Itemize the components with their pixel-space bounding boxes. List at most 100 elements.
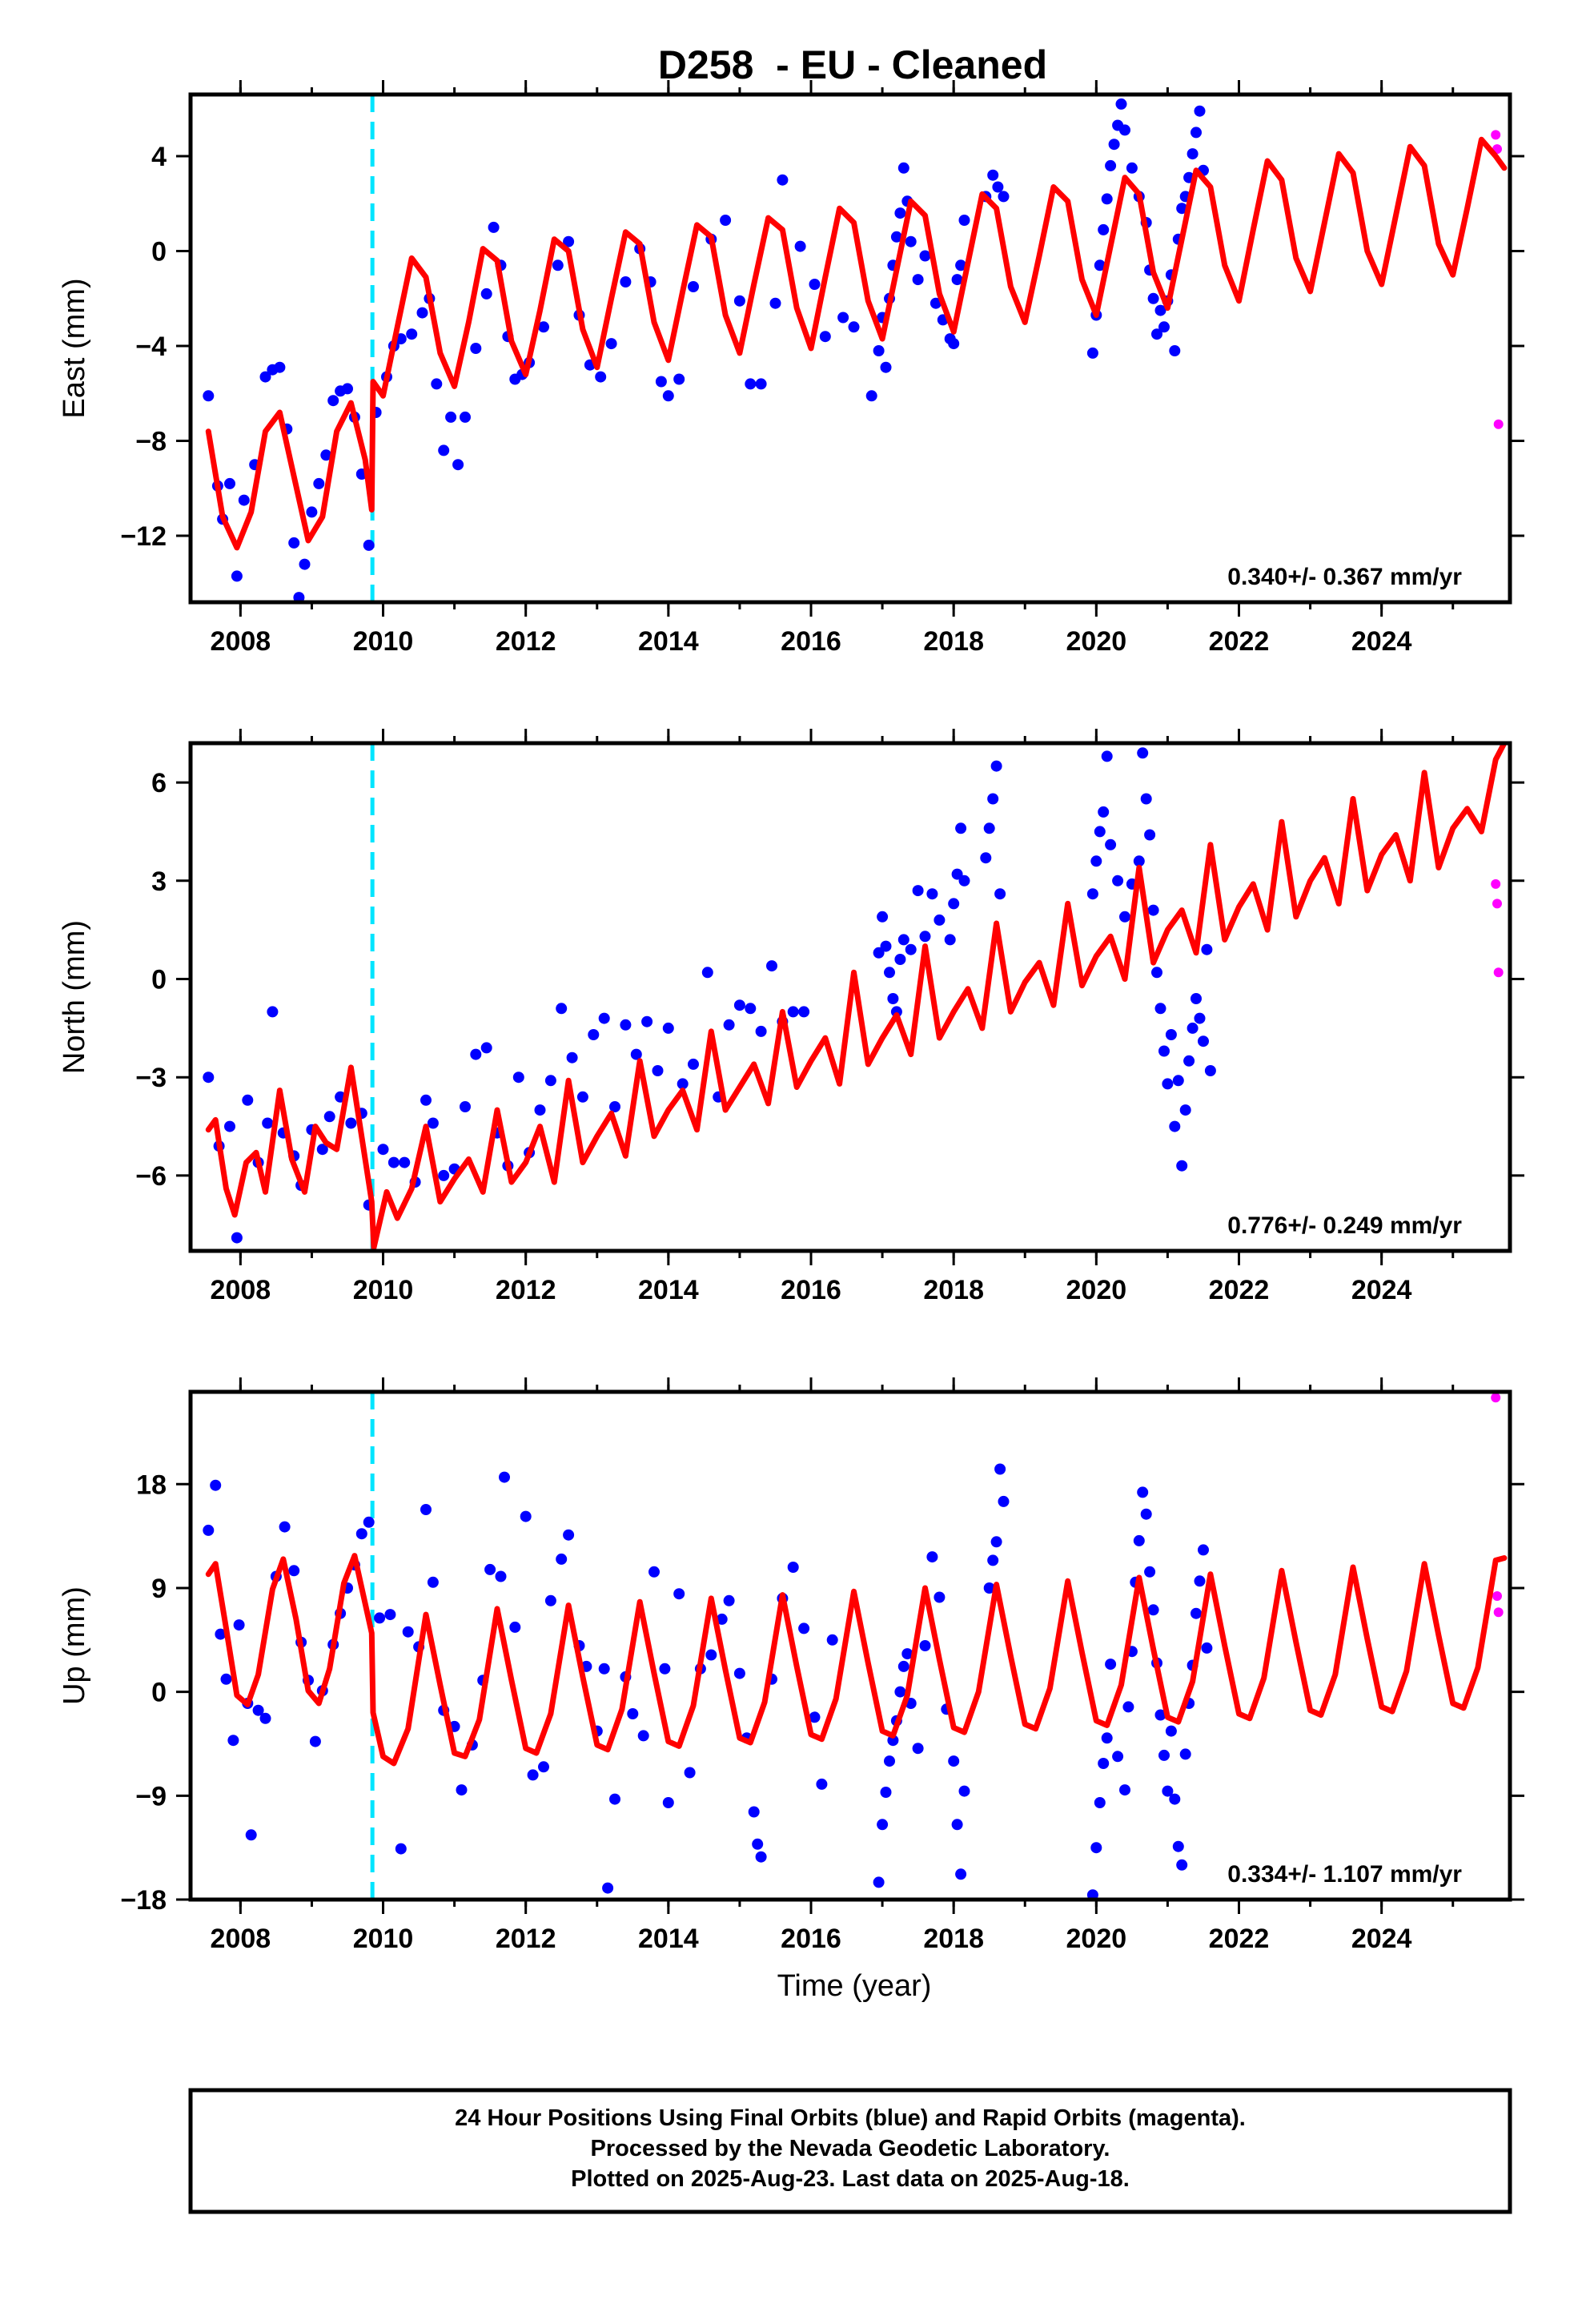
final-orbit-point (987, 169, 999, 181)
final-orbit-point (1115, 98, 1127, 110)
final-orbit-point (1186, 1022, 1199, 1034)
panel-2: 2008 2010 2012 2014 2016 2018 2020 2022 2024 6 3 0 −… (58, 729, 1524, 1305)
final-orbit-point (958, 215, 970, 226)
final-orbit-point (470, 1048, 482, 1060)
x-tick-label: 2010 (353, 1924, 414, 1954)
final-orbit-point (512, 1072, 524, 1084)
final-orbit-point (1086, 888, 1098, 900)
plot-area (203, 94, 1508, 602)
final-orbit-point (733, 999, 745, 1011)
final-orbit-point (534, 1104, 546, 1116)
final-orbit-point (648, 1566, 660, 1578)
final-orbit-point (1101, 193, 1113, 205)
x-tick-label: 2024 (1351, 1275, 1412, 1305)
final-orbit-point (745, 378, 757, 390)
x-tick-label: 2020 (1066, 626, 1127, 657)
final-orbit-point (948, 1755, 960, 1767)
final-orbit-point (313, 477, 325, 489)
final-orbit-point (1122, 1701, 1134, 1713)
final-orbit-point (1194, 1012, 1206, 1024)
y-tick-label: −18 (120, 1885, 167, 1916)
final-orbit-point (220, 1673, 232, 1685)
final-orbit-point (242, 1094, 254, 1106)
final-orbit-point (1119, 124, 1130, 136)
final-orbit-point (919, 931, 931, 943)
model-fit-line (205, 1553, 1508, 1767)
final-orbit-point (901, 1648, 913, 1660)
final-orbit-point (787, 1562, 799, 1573)
final-orbit-point (1201, 1642, 1213, 1654)
velocity-label: 0.334+/- 1.107 mm/yr (1227, 1861, 1462, 1888)
final-orbit-point (905, 235, 917, 247)
final-orbit-point (406, 328, 418, 340)
final-orbit-point (1090, 855, 1102, 867)
x-tick-label: 2012 (496, 626, 556, 657)
final-orbit-point (1119, 911, 1130, 923)
final-orbit-point (566, 1051, 578, 1063)
y-tick-label: 0 (151, 237, 167, 267)
final-orbit-point (1098, 806, 1110, 818)
final-orbit-point (755, 1025, 767, 1037)
final-orbit-point (990, 760, 1002, 772)
rapid-orbit-point (1493, 967, 1504, 978)
final-orbit-point (948, 898, 960, 910)
final-orbit-point (602, 1882, 614, 1894)
final-orbit-point (445, 411, 457, 423)
rapid-orbit-point (1492, 899, 1502, 909)
final-orbit-point (897, 162, 909, 174)
final-orbit-point (1119, 1784, 1130, 1796)
footer-line-2: Processed by the Nevada Geodetic Laborat… (591, 2136, 1110, 2161)
final-orbit-point (926, 1551, 938, 1563)
final-orbit-point (520, 1510, 532, 1522)
final-orbit-point (641, 1015, 653, 1027)
final-orbit-point (723, 1594, 735, 1606)
y-tick-label: 9 (151, 1574, 167, 1604)
figure-title: D258 - EU - Cleaned (658, 42, 1047, 87)
footer-line-1: 24 Hour Positions Using Final Orbits (bl… (455, 2105, 1246, 2131)
final-orbit-point (958, 875, 970, 887)
y-tick-label: −9 (135, 1781, 167, 1811)
y-tick-label: 6 (151, 768, 167, 798)
final-orbit-point (919, 1640, 931, 1651)
final-orbit-point (1144, 1566, 1156, 1578)
rapid-orbit-point (1493, 419, 1504, 429)
final-orbit-point (992, 181, 1004, 193)
final-orbit-point (819, 331, 831, 343)
final-orbit-point (538, 321, 549, 333)
final-orbit-point (620, 1019, 632, 1031)
y-tick-label: −6 (135, 1161, 167, 1192)
final-orbit-point (238, 494, 250, 506)
final-orbit-point (723, 1019, 735, 1031)
final-orbit-point (677, 1078, 689, 1090)
final-orbit-point (1154, 1709, 1166, 1721)
final-orbit-point (431, 378, 443, 390)
x-tick-label: 2018 (923, 626, 984, 657)
final-orbit-point (1162, 1078, 1174, 1090)
final-orbit-point (990, 1536, 1002, 1548)
final-orbit-point (470, 343, 482, 354)
final-orbit-point (288, 537, 300, 549)
final-orbit-point (934, 1591, 946, 1603)
final-orbit-point (598, 1012, 610, 1024)
final-orbit-point (887, 1735, 899, 1747)
final-orbit-point (1133, 1534, 1145, 1546)
final-orbit-point (987, 793, 999, 805)
final-orbit-point (905, 943, 917, 955)
final-orbit-point (1151, 328, 1162, 340)
y-tick-label: 18 (136, 1470, 167, 1500)
final-orbit-point (794, 240, 806, 252)
final-orbit-point (316, 1144, 328, 1156)
final-orbit-point (865, 390, 877, 402)
final-orbit-point (930, 297, 942, 309)
final-orbit-point (252, 1704, 264, 1716)
final-orbit-point (983, 1582, 995, 1594)
y-tick-label: −8 (135, 427, 167, 457)
final-orbit-point (484, 1563, 496, 1575)
final-orbit-point (652, 1065, 664, 1076)
final-orbit-point (588, 1029, 600, 1040)
final-orbit-point (912, 1743, 924, 1755)
final-orbit-point (890, 231, 902, 243)
final-orbit-point (323, 1111, 335, 1123)
x-tick-label: 2016 (781, 1275, 841, 1305)
plot-area (203, 1392, 1508, 1900)
